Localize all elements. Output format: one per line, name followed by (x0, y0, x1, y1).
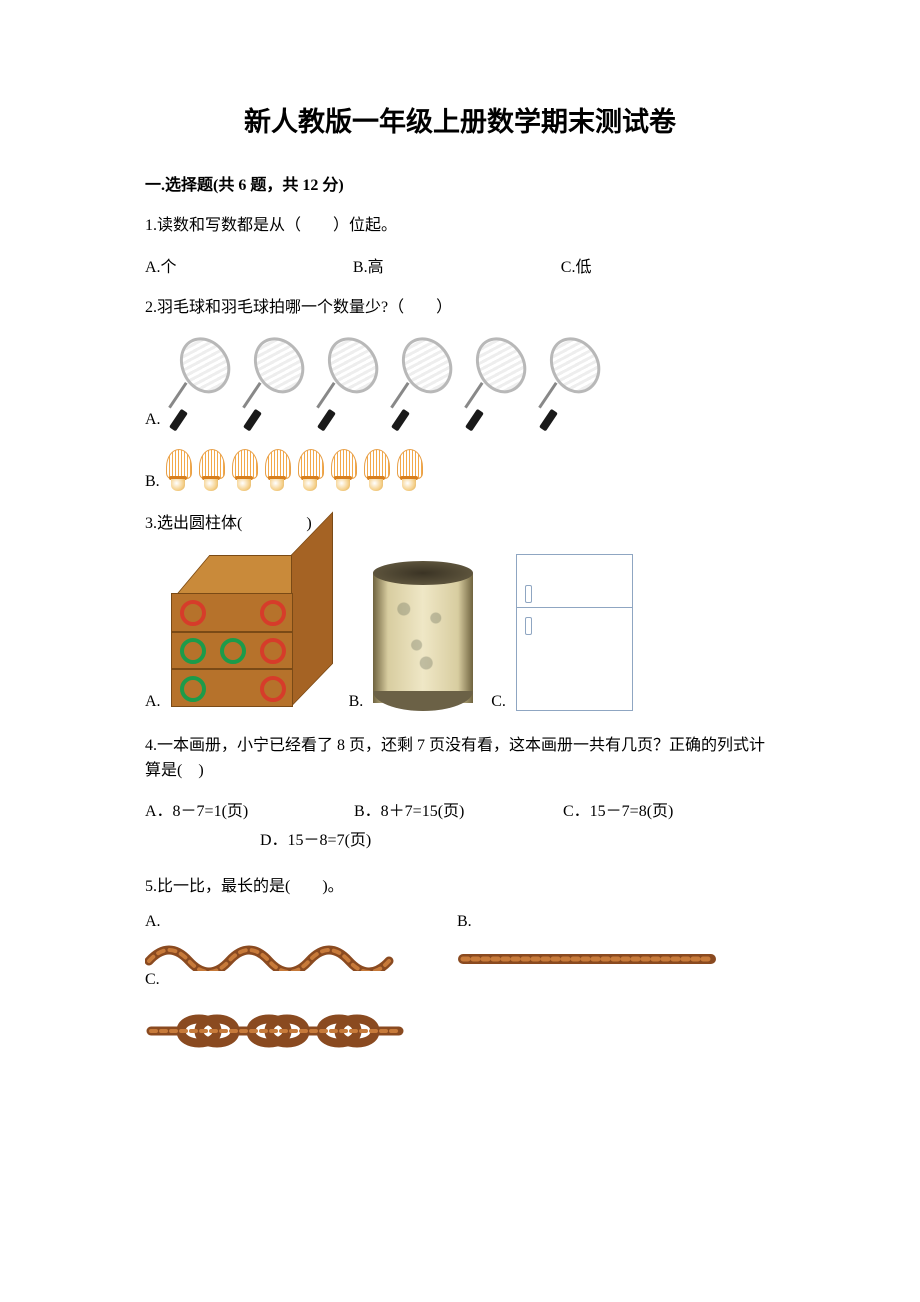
q3-label-a: A. (145, 693, 161, 711)
question-1-options: A.个 B.高 C.低 (145, 253, 775, 277)
question-4-text: 4.一本画册，小宁已经看了 8 页，还剩 7 页没有看，这本画册一共有几页？正确… (145, 733, 775, 784)
exam-title: 新人教版一年级上册数学期末测试卷 (145, 100, 775, 139)
knotted-rope-icon (145, 1009, 405, 1053)
q4-option-c[interactable]: C．15－7=8(页) (563, 798, 673, 827)
question-5-text: 5.比一比，最长的是( )。 (145, 874, 775, 900)
badminton-racket-icon (389, 334, 455, 429)
badminton-racket-icon (315, 334, 381, 429)
wavy-rope-icon (145, 937, 405, 971)
shuttlecock-icon (362, 449, 390, 491)
q5-label-c: C. (145, 971, 160, 989)
section-1-header: 一.选择题(共 6 题，共 12 分) (145, 171, 775, 195)
q4-option-b[interactable]: B．8＋7=15(页) (354, 798, 559, 827)
question-1-text: 1.读数和写数都是从（ ）位起。 (145, 213, 775, 239)
badminton-racket-icon (463, 334, 529, 429)
q5-option-b[interactable]: B. (457, 913, 747, 971)
shuttlecock-icon (197, 449, 225, 491)
q2-option-a-row[interactable]: A. (145, 334, 775, 429)
question-3-text: 3.选出圆柱体( ) (145, 511, 775, 537)
shuttlecock-icon (230, 449, 258, 491)
cube-icon (171, 551, 331, 711)
cylinder-icon (373, 561, 473, 711)
shuttlecock-icon (296, 449, 324, 491)
q2-label-a: A. (145, 411, 161, 429)
shuttlecock-icon (164, 449, 192, 491)
q5-option-a[interactable]: A. (145, 913, 445, 971)
badminton-racket-icon (167, 334, 233, 429)
badminton-racket-icon (241, 334, 307, 429)
q4-option-d[interactable]: D．15－8=7(页) (260, 827, 371, 856)
question-2-text: 2.羽毛球和羽毛球拍哪一个数量少?（ ） (145, 295, 775, 321)
q3-option-b[interactable]: B. (349, 561, 474, 711)
shuttlecock-icon (263, 449, 291, 491)
q5-label-b: B. (457, 913, 472, 931)
q3-label-b: B. (349, 693, 364, 711)
q2-label-b: B. (145, 473, 160, 491)
q4-option-a[interactable]: A．8－7=1(页) (145, 798, 350, 827)
straight-rope-icon (457, 937, 717, 971)
q5-option-c[interactable]: C. (145, 971, 175, 995)
shuttlecock-icon (329, 449, 357, 491)
question-4-options: A．8－7=1(页) B．8＋7=15(页) C．15－7=8(页) D．15－… (145, 798, 775, 856)
q3-option-a[interactable]: A. (145, 551, 331, 711)
q3-label-c: C. (491, 693, 506, 711)
badminton-racket-icon (537, 334, 603, 429)
q5-label-a: A. (145, 913, 161, 931)
fridge-icon (516, 554, 633, 711)
q2-option-b-row[interactable]: B. (145, 449, 775, 491)
q1-option-c[interactable]: C.低 (561, 253, 769, 277)
shuttlecock-icon (395, 449, 423, 491)
q3-option-c[interactable]: C. (491, 554, 633, 711)
q1-option-a[interactable]: A.个 (145, 253, 353, 277)
q1-option-b[interactable]: B.高 (353, 253, 561, 277)
